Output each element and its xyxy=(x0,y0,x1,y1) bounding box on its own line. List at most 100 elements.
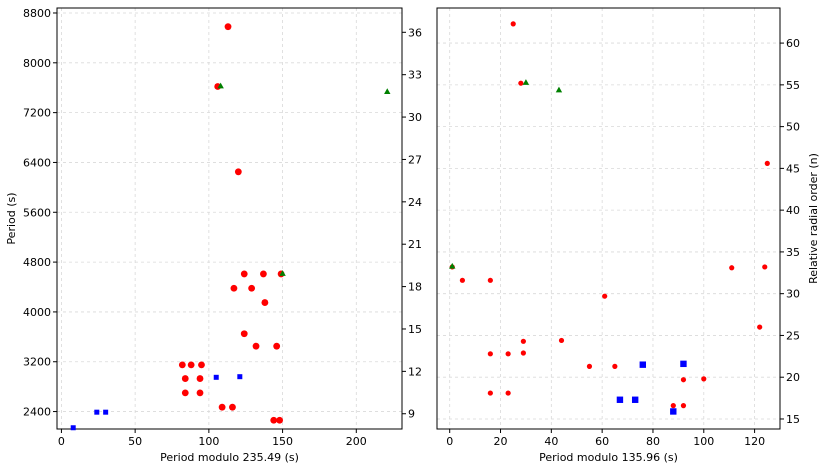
y2-tick-label: 30 xyxy=(786,288,800,301)
x-tick-label: 60 xyxy=(595,435,609,448)
red-circle-point xyxy=(178,361,186,369)
red-circle-point xyxy=(276,416,284,424)
red-circle-point xyxy=(487,390,493,396)
axes-frame xyxy=(56,7,403,430)
red-circle-point xyxy=(187,361,195,369)
y2-axis-title: Relative radial order (n) xyxy=(807,153,820,284)
x-axis-title: Period modulo 135.96 (s) xyxy=(539,451,678,464)
blue-square-point xyxy=(680,360,687,368)
blue-square-point xyxy=(237,374,243,380)
x-axis-title: Period modulo 235.49 (s) xyxy=(160,451,299,464)
chart-panel-2: 0 20 40 60 80 100 120 15 20 25 30 35 40 45 50 55 60 Perio… xyxy=(436,7,820,464)
axes-frame xyxy=(436,7,781,430)
red-circle-point xyxy=(181,389,189,397)
y-tick-label: 7200 xyxy=(23,107,51,120)
red-circle-point xyxy=(234,168,242,176)
x-tick-label: 150 xyxy=(272,435,293,448)
blue-square-point xyxy=(94,409,100,415)
red-circle-point xyxy=(762,264,768,270)
y-tick-label: 4800 xyxy=(23,256,51,269)
x-tick-label: 100 xyxy=(198,435,219,448)
red-circle-point xyxy=(240,270,248,278)
red-circle-point xyxy=(240,330,248,338)
y2-tick-label: 15 xyxy=(786,413,800,426)
green-triangle-point xyxy=(279,270,286,276)
y-tick-label: 8000 xyxy=(23,57,51,70)
red-circle-point xyxy=(218,403,226,411)
red-circle-point xyxy=(196,375,204,382)
red-circle-point xyxy=(680,403,687,409)
red-circle-point xyxy=(248,284,256,292)
red-circle-point xyxy=(701,376,707,382)
y2-tick-label: 60 xyxy=(786,37,800,50)
x-tick-label: 120 xyxy=(744,435,765,448)
red-circle-point xyxy=(230,284,238,292)
red-circle-point xyxy=(270,416,278,424)
x-tick-label: 50 xyxy=(128,435,142,448)
y-tick-label: 5600 xyxy=(23,206,51,219)
y-tick-label: 4000 xyxy=(23,306,51,319)
green-triangle-point xyxy=(449,262,456,269)
x-tick-label: 200 xyxy=(346,435,367,448)
y2-tick-label: 12 xyxy=(408,365,422,378)
green-triangle-point xyxy=(555,86,563,93)
red-circle-point xyxy=(459,277,466,283)
y2-tick-label: 27 xyxy=(408,153,422,166)
y2-tick-label: 30 xyxy=(408,111,422,124)
x-tick-label: 20 xyxy=(494,435,508,448)
red-circle-point xyxy=(487,351,493,357)
red-circle-point xyxy=(261,299,269,306)
y2-tick-label: 18 xyxy=(408,281,422,294)
red-circle-point xyxy=(505,390,511,396)
red-circle-point xyxy=(602,293,608,299)
blue-square-point xyxy=(616,396,624,403)
red-circle-point xyxy=(680,377,687,383)
y-tick-label: 3200 xyxy=(23,356,51,369)
blue-square-point xyxy=(103,409,109,415)
red-circle-point xyxy=(252,342,260,350)
red-circle-point xyxy=(196,389,204,397)
y-tick-label: 8800 xyxy=(23,7,51,20)
y2-tick-label: 25 xyxy=(786,329,800,342)
y-tick-label: 2400 xyxy=(23,406,51,419)
red-circle-point xyxy=(670,403,676,409)
red-circle-point xyxy=(757,324,763,330)
red-circle-point xyxy=(181,375,189,382)
red-circle-point xyxy=(260,270,267,278)
red-circle-point xyxy=(558,337,565,344)
x-tick-label: 0 xyxy=(58,435,65,448)
blue-square-point xyxy=(670,408,677,415)
y2-tick-label: 35 xyxy=(786,246,800,259)
y2-tick-label: 9 xyxy=(408,408,415,421)
red-circle-point xyxy=(729,265,735,271)
red-circle-point xyxy=(520,350,526,356)
y2-tick-label: 20 xyxy=(786,371,800,384)
red-circle-point xyxy=(487,277,493,283)
red-circle-point xyxy=(586,363,593,369)
blue-square-point xyxy=(639,361,646,368)
red-circle-point xyxy=(505,351,511,357)
blue-square-point xyxy=(213,374,219,380)
y2-tick-label: 50 xyxy=(786,121,800,134)
red-circle-point xyxy=(198,361,205,369)
y-tick-label: 6400 xyxy=(23,156,51,169)
y-axis-title: Period (s) xyxy=(5,192,18,244)
x-tick-label: 100 xyxy=(693,435,714,448)
red-circle-point xyxy=(612,363,618,369)
red-circle-point xyxy=(510,21,516,27)
red-circle-point xyxy=(224,23,232,31)
y2-tick-label: 36 xyxy=(408,26,422,39)
green-triangle-point xyxy=(384,88,391,95)
blue-square-point xyxy=(70,425,76,431)
green-triangle-point xyxy=(217,82,224,89)
y2-tick-label: 21 xyxy=(408,238,422,251)
y2-tick-label: 24 xyxy=(408,196,422,209)
chart-panel-1: 0 50 100 150 200 2400 3200 4000 4800 5600 6400 7200… xyxy=(5,7,422,464)
red-circle-point xyxy=(518,80,524,86)
blue-square-point xyxy=(631,396,639,403)
y2-tick-label: 55 xyxy=(786,79,800,92)
red-circle-point xyxy=(520,338,526,344)
y2-tick-label: 15 xyxy=(408,323,422,336)
x-tick-label: 40 xyxy=(544,435,558,448)
